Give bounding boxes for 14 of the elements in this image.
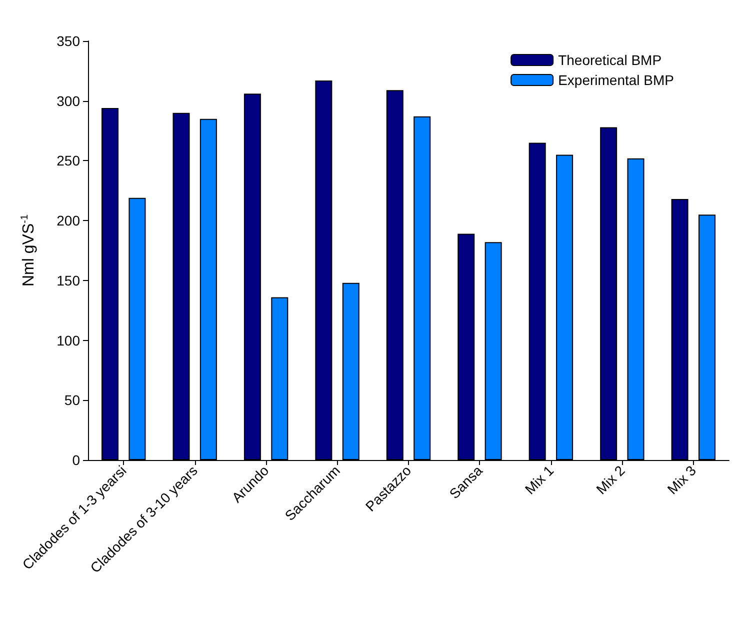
- y-axis-title: Nml gVS-1: [20, 214, 38, 287]
- y-tick-label: 250: [56, 152, 80, 169]
- y-tick-label: 150: [56, 272, 80, 288]
- x-tick-label: Mix 1: [522, 462, 557, 498]
- x-tick-label: Mix 3: [664, 462, 700, 498]
- legend-label: Theoretical BMP: [558, 52, 662, 68]
- y-tick-label: 0: [72, 452, 80, 468]
- legend-label: Experimental BMP: [558, 72, 674, 88]
- y-tick-label: 100: [56, 332, 80, 348]
- y-tick-label: 350: [56, 33, 80, 49]
- y-tick-label: 200: [56, 212, 80, 229]
- x-tick-label: Mix 2: [592, 462, 628, 498]
- y-tick-label: 300: [56, 92, 80, 109]
- y-tick-label: 50: [64, 392, 80, 408]
